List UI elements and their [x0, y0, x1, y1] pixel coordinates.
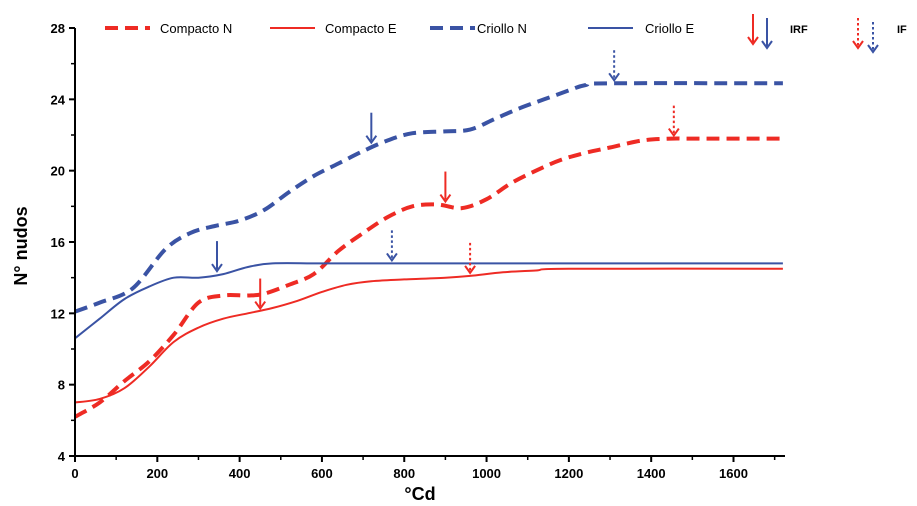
- legend-label-compacto-n: Compacto N: [160, 21, 232, 36]
- x-ticks: 0 200 400 600 800 1000 1200 1400 1600: [71, 456, 776, 481]
- axes: 0 200 400 600 800 1000 1200 1400 1600 4 8 12 16 20 24…: [51, 21, 785, 481]
- y-ticks: 4 8 12 16 20 24 28: [51, 21, 75, 464]
- x-tick-label: 0: [71, 466, 78, 481]
- legend-arrow-if-blue: [867, 22, 879, 54]
- y-tick-label: 12: [51, 306, 65, 321]
- x-tick-label: 600: [311, 466, 333, 481]
- arrow-irf-criollo-e: [211, 241, 223, 273]
- arrow-if-compacto-e: [464, 242, 476, 275]
- y-tick-label: 28: [51, 21, 65, 36]
- x-tick-label: 800: [393, 466, 415, 481]
- arrow-irf-criollo-n-head: [365, 135, 378, 145]
- x-axis-title: °Cd: [404, 484, 435, 504]
- arrow-irf-criollo-n: [365, 112, 378, 145]
- legend-label-if: IF: [897, 24, 907, 36]
- arrow-if-criollo-n: [608, 50, 620, 83]
- legend-label-compacto-e: Compacto E: [325, 21, 397, 36]
- series-line-compacto-n: [73, 136, 783, 419]
- legend-arrow-irf-blue: [761, 18, 773, 50]
- arrow-irf-compacto-e: [254, 278, 267, 311]
- legend: Compacto N Compacto E Criollo N Criollo E IR…: [105, 14, 907, 54]
- legend-arrow-if-blue-head: [867, 44, 879, 54]
- legend-arrow-irf-blue-head: [761, 40, 773, 50]
- arrow-if-compacto-e-head: [464, 265, 476, 275]
- legend-arrow-if-red-head: [852, 40, 864, 50]
- legend-arrow-if-red: [852, 18, 864, 50]
- arrow-irf-compacto-e-head: [254, 300, 267, 311]
- plot-lines: [73, 81, 783, 419]
- y-tick-label: 4: [58, 449, 66, 464]
- plot-arrows: [211, 50, 680, 311]
- arrow-if-criollo-n-head: [608, 72, 620, 83]
- y-tick-label: 24: [51, 92, 66, 107]
- series-line-compacto-e: [74, 267, 783, 404]
- legend-label-irf: IRF: [790, 24, 808, 36]
- y-tick-label: 8: [58, 378, 65, 393]
- arrow-if-compacto-n-head: [668, 127, 680, 138]
- series-line-criollo-e: [74, 262, 783, 340]
- x-tick-label: 400: [229, 466, 251, 481]
- y-tick-label: 16: [51, 235, 65, 250]
- arrow-irf-compacto-n: [439, 171, 452, 204]
- arrow-irf-compacto-n-head: [439, 193, 452, 204]
- arrow-if-compacto-n: [668, 105, 680, 138]
- legend-arrow-irf-red: [747, 14, 759, 46]
- legend-arrow-irf-red-head: [747, 36, 759, 46]
- x-tick-label: 200: [146, 466, 168, 481]
- legend-label-criollo-e: Criollo E: [645, 21, 694, 36]
- x-tick-label: 1200: [554, 466, 583, 481]
- y-axis-title: N° nudos: [11, 206, 31, 285]
- arrow-if-criollo-e-head: [386, 252, 398, 263]
- x-tick-label: 1000: [472, 466, 501, 481]
- series-line-criollo-n: [74, 81, 783, 314]
- x-tick-label: 1400: [637, 466, 666, 481]
- arrow-irf-criollo-e-head: [211, 263, 223, 273]
- x-tick-label: 1600: [719, 466, 748, 481]
- legend-label-criollo-n: Criollo N: [477, 21, 527, 36]
- arrow-if-criollo-e: [386, 230, 398, 263]
- y-tick-label: 20: [51, 164, 65, 179]
